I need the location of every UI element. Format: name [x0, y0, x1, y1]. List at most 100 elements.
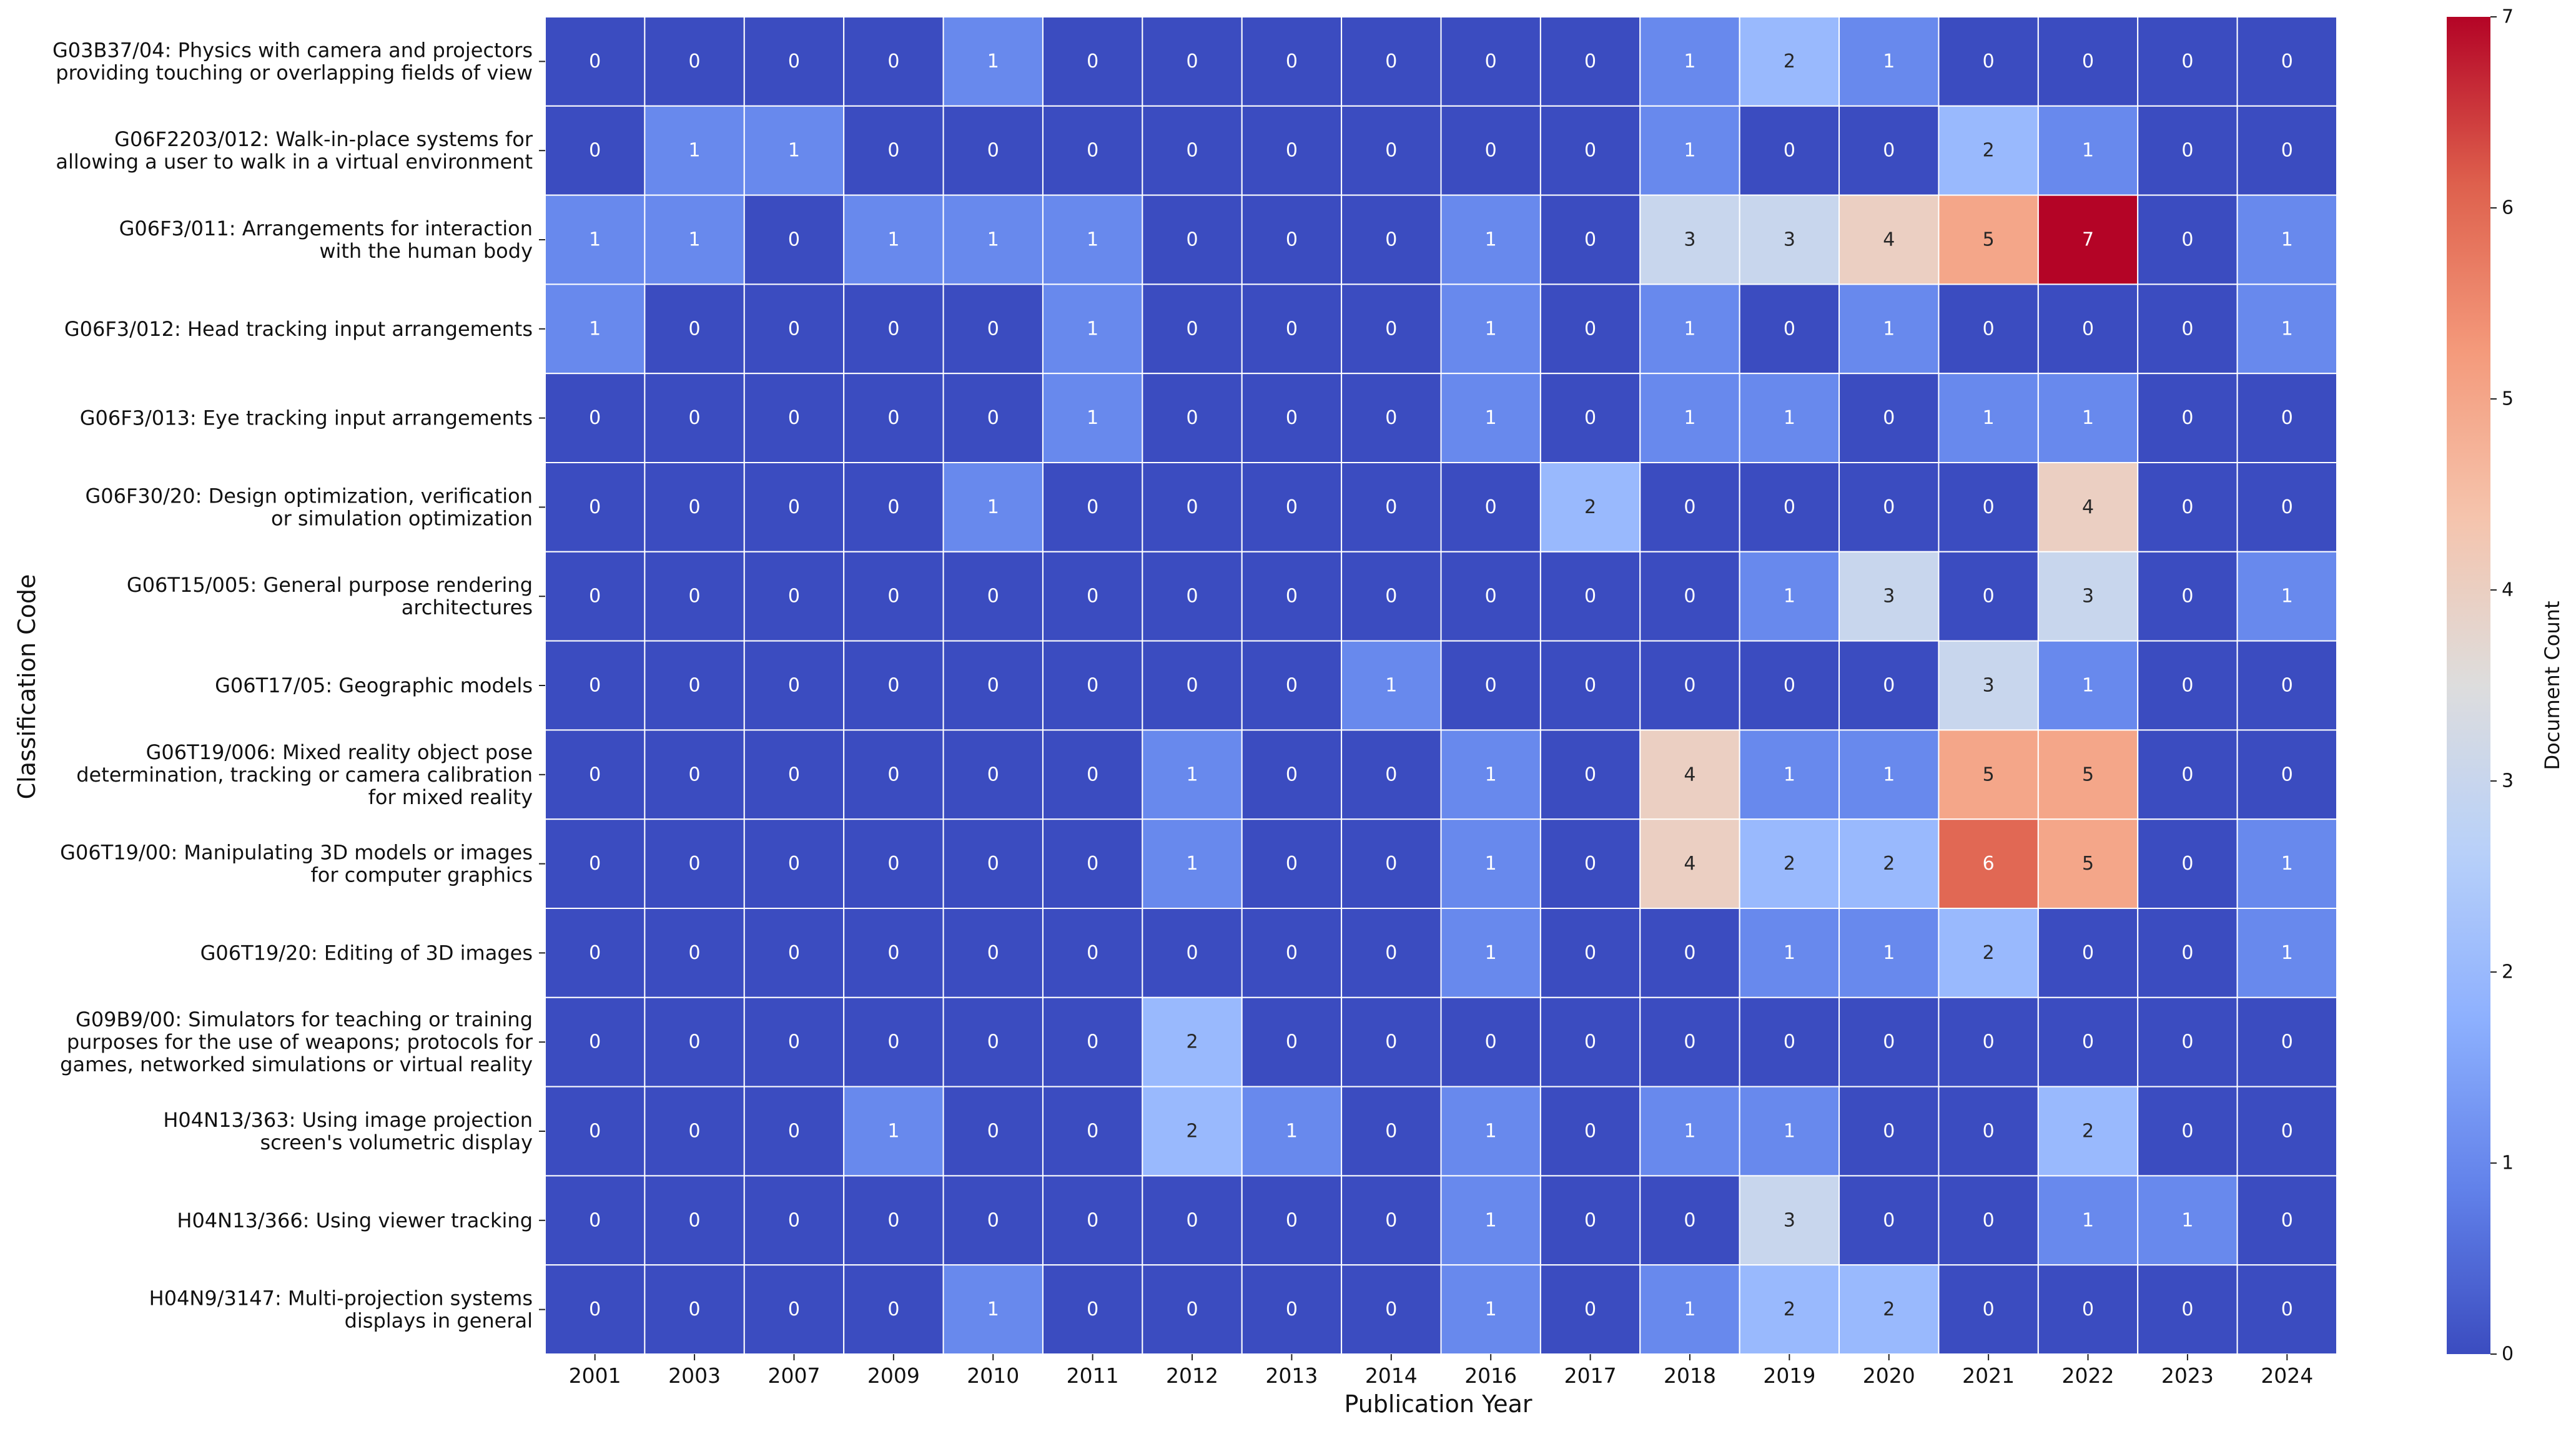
cell-value-label: 4	[1684, 764, 1695, 785]
colorbar: 0 1 2 3 4 5 6 7 Document Count	[2447, 6, 2564, 1365]
heatmap-cell	[2236, 462, 2337, 552]
heatmap-cell	[1639, 818, 1740, 909]
heatmap-cell	[1639, 640, 1740, 731]
heatmap-cell	[1042, 462, 1143, 552]
cell-value-label: 0	[1186, 1209, 1198, 1231]
cell-value-label: 0	[1385, 51, 1397, 72]
heatmap-cell	[1539, 105, 1641, 196]
cell-value-label: 0	[1087, 853, 1098, 875]
cell-value-label: 0	[1485, 496, 1497, 518]
cell-value-label: 0	[1087, 764, 1098, 785]
heatmap-cell	[1838, 996, 1940, 1088]
y-tick-label: G06F3/013: Eye tracking input arrangemen…	[80, 406, 533, 430]
cell-value-label: 3	[2082, 586, 2094, 607]
cell-value-label: 0	[1385, 764, 1397, 785]
cell-value-label: 0	[589, 1209, 601, 1231]
heatmap-cell	[1341, 105, 1442, 196]
heatmap-cell	[1341, 373, 1442, 464]
cell-value-label: 1	[2181, 1209, 2193, 1231]
heatmap-cell	[1042, 818, 1143, 909]
cell-value-label: 0	[887, 675, 899, 697]
heatmap-cell	[2236, 283, 2337, 375]
heatmap-cell	[1539, 908, 1641, 998]
cell-value-label: 0	[2082, 942, 2094, 964]
heatmap-cell	[1938, 194, 2039, 285]
cell-value-label: 5	[2082, 853, 2094, 875]
cell-value-label: 1	[2082, 1209, 2094, 1231]
heatmap-cell	[2236, 1175, 2337, 1266]
cell-value-label: 0	[2181, 318, 2193, 340]
cell-value-label: 1	[1684, 318, 1695, 340]
cell-value-label: 0	[987, 586, 999, 607]
heatmap-cell	[1938, 996, 2039, 1088]
cell-value-label: 0	[1087, 140, 1098, 162]
cell-value-label: 0	[1087, 586, 1098, 607]
heatmap-cell	[1341, 1086, 1442, 1177]
cell-value-label: 1	[1485, 407, 1497, 429]
heatmap-cell	[743, 551, 845, 642]
heatmap-cell	[644, 818, 745, 909]
cell-value-label: 0	[2281, 1299, 2293, 1320]
cell-value-label: 0	[788, 51, 800, 72]
heatmap-cell	[1042, 729, 1143, 820]
heatmap-cell	[743, 1086, 845, 1177]
cell-value-label: 2	[1983, 140, 1995, 162]
cell-value-label: 0	[1983, 318, 1995, 340]
cell-value-label: 0	[2281, 496, 2293, 518]
heatmap-cell	[942, 16, 1044, 107]
cell-value-label: 0	[689, 853, 701, 875]
cell-value-label: 0	[2082, 1299, 2094, 1320]
cell-value-label: 0	[1584, 942, 1596, 964]
cell-value-label: 0	[887, 407, 899, 429]
heatmap-cell	[2137, 640, 2238, 731]
heatmap-cell	[1241, 729, 1343, 820]
cell-value-label: 0	[2181, 140, 2193, 162]
heatmap-cell	[545, 105, 646, 196]
cell-value-label: 0	[689, 51, 701, 72]
heatmap-cell	[2037, 996, 2139, 1088]
cell-value-label: 1	[2281, 586, 2293, 607]
x-tick-label: 2023	[2161, 1363, 2214, 1388]
heatmap-cell	[2037, 729, 2139, 820]
y-tick-label: G06T19/20: Editing of 3D images	[200, 941, 533, 965]
cell-value-label: 0	[1584, 1121, 1596, 1142]
cell-value-label: 0	[1385, 1121, 1397, 1142]
heatmap-cell	[644, 551, 745, 642]
cell-value-label: 0	[2281, 1121, 2293, 1142]
x-tick-label: 2018	[1664, 1363, 1716, 1388]
x-tick-label: 2021	[1962, 1363, 2015, 1388]
cell-value-label: 2	[1784, 1299, 1795, 1320]
colorbar-tick-label: 4	[2502, 579, 2514, 601]
heatmap-cell	[1739, 818, 1840, 909]
cell-value-label: 0	[987, 318, 999, 340]
cell-value-label: 1	[1784, 764, 1795, 785]
heatmap-cell	[1341, 1264, 1442, 1355]
heatmap-cell	[1241, 462, 1343, 552]
cell-value-label: 1	[1186, 764, 1198, 785]
cell-value-label: 0	[1286, 1209, 1298, 1231]
heatmap-cells: 0 0 0 0 1 0 0 0 0 0 0 1 2 1 0 0 0 0 0 1 1 0 0 0 0 0 0 0 0 1 0 0 2 1 0 0 1 1 0 1…	[545, 16, 2337, 1355]
heatmap-cell	[2037, 908, 2139, 998]
cell-value-label: 1	[1684, 140, 1695, 162]
cell-value-label: 1	[1485, 318, 1497, 340]
heatmap-cell	[644, 908, 745, 998]
cell-value-label: 0	[1385, 942, 1397, 964]
x-tick-label: 2011	[1067, 1363, 1119, 1388]
cell-value-label: 0	[1584, 764, 1596, 785]
heatmap-cell	[2037, 640, 2139, 731]
cell-value-label: 0	[1883, 1121, 1895, 1142]
heatmap-cell	[1440, 16, 1541, 107]
cell-value-label: 1	[1485, 229, 1497, 251]
cell-value-label: 0	[788, 586, 800, 607]
cell-value-label: 0	[1385, 586, 1397, 607]
cell-value-label: 1	[987, 1299, 999, 1320]
cell-value-label: 0	[689, 318, 701, 340]
cell-value-label: 0	[589, 1121, 601, 1142]
cell-value-label: 1	[987, 496, 999, 518]
heatmap-cell	[644, 194, 745, 285]
heatmap-cell	[2137, 729, 2238, 820]
heatmap-cell	[1440, 105, 1541, 196]
cell-value-label: 0	[1485, 675, 1497, 697]
cell-value-label: 0	[1684, 1209, 1695, 1231]
cell-value-label: 2	[1983, 942, 1995, 964]
